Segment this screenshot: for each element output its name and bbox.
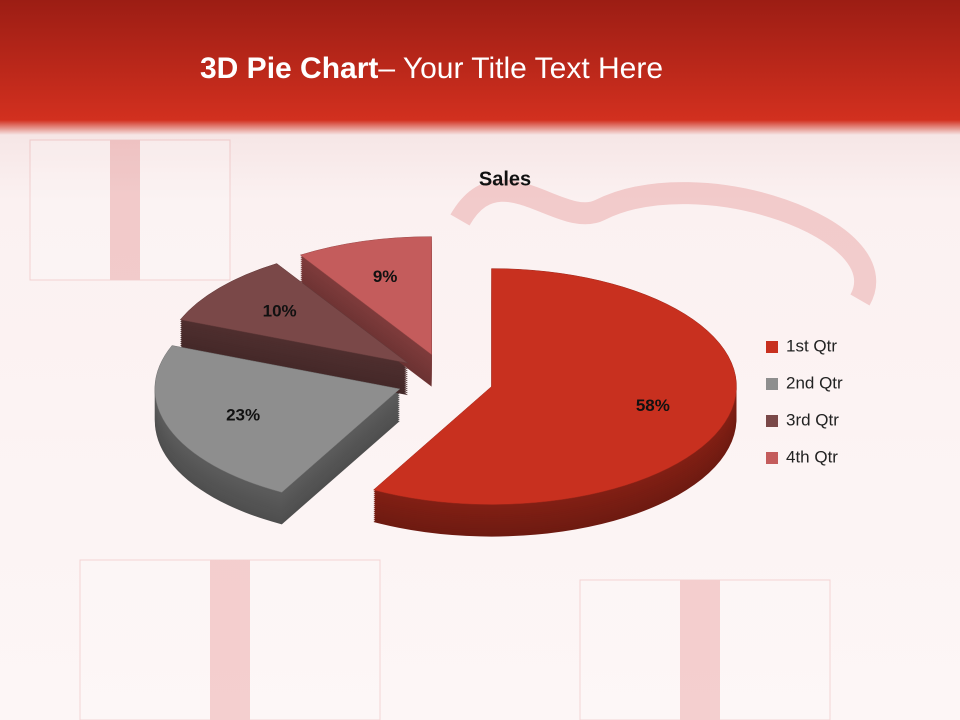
legend-label: 3rd Qtr	[786, 410, 839, 429]
pie: 58% 23% 10% 9%	[154, 236, 737, 537]
slice	[372, 268, 737, 505]
slice	[299, 236, 432, 356]
data-label: 23%	[226, 406, 260, 425]
legend-swatch	[766, 452, 778, 464]
legend-swatch	[766, 341, 778, 353]
chart-title: Sales	[479, 168, 531, 190]
legend: 1st Qtr 2nd Qtr 3rd Qtr 4th Qtr	[766, 336, 843, 466]
legend-swatch	[766, 415, 778, 427]
legend-label: 1st Qtr	[786, 336, 837, 355]
background-decor	[29, 139, 877, 720]
slice	[179, 263, 409, 364]
data-label: 9%	[373, 267, 398, 286]
data-label: 58%	[636, 396, 670, 415]
data-label: 10%	[263, 302, 297, 321]
legend-label: 4th Qtr	[786, 447, 838, 466]
legend-swatch	[766, 378, 778, 390]
slice	[154, 345, 401, 493]
legend-label: 2nd Qtr	[786, 373, 843, 392]
slide-title: 3D Pie Chart– Your Title Text Here	[200, 52, 663, 85]
